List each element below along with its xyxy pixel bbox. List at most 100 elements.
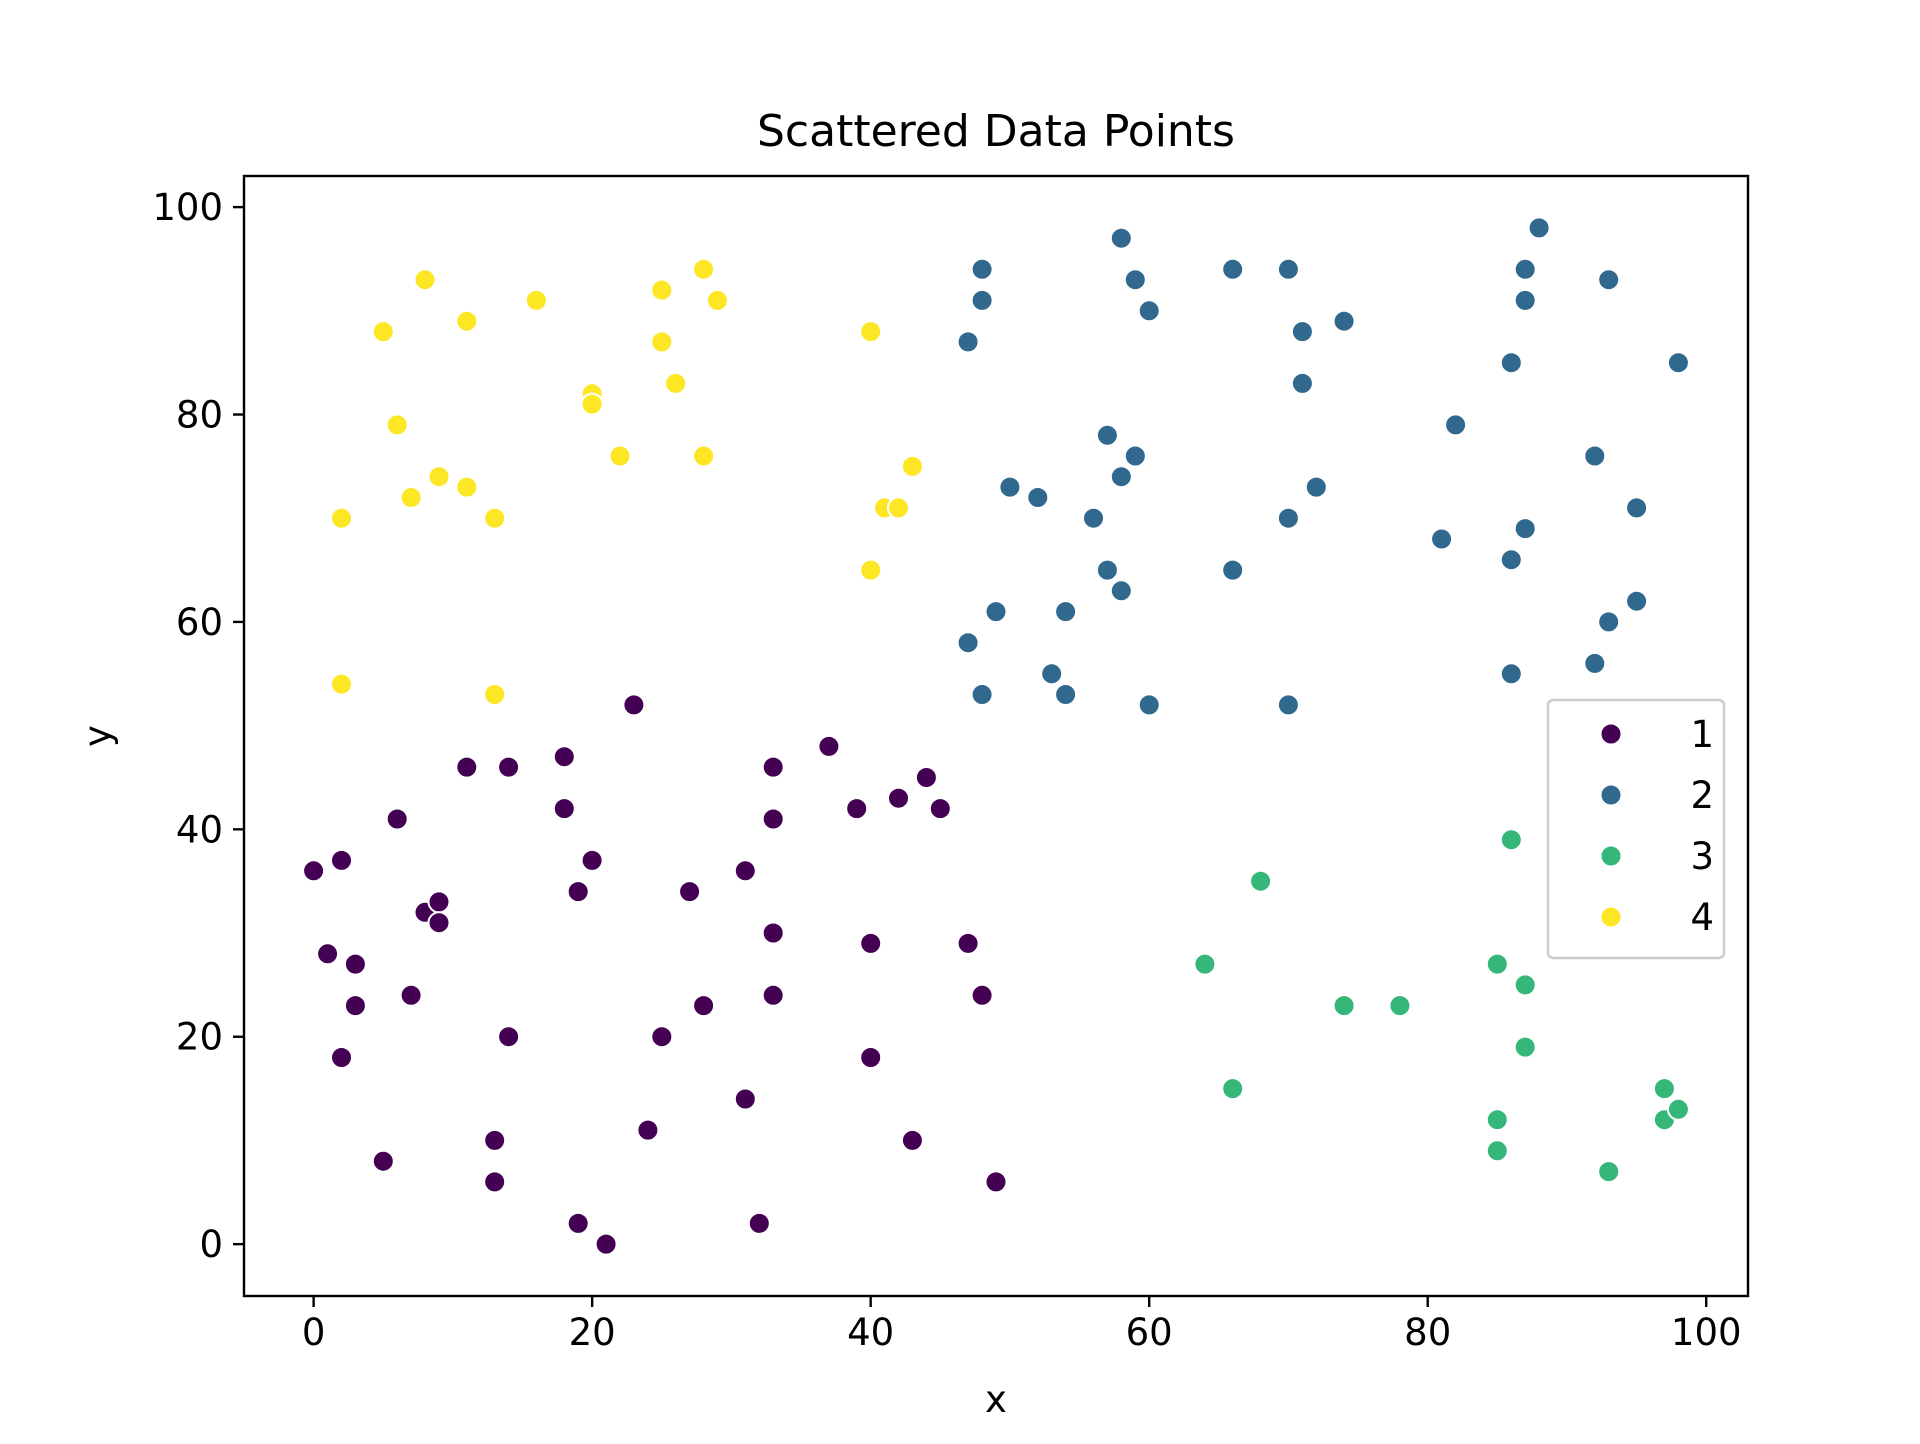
scatter-point-series-4 (706, 288, 729, 312)
scatter-point-series-4 (427, 465, 451, 489)
scatter-point-series-2 (1276, 693, 1300, 717)
scatter-point-series-2 (984, 600, 1008, 624)
scatter-point-series-3 (1513, 973, 1537, 997)
scatter-point-series-2 (1082, 506, 1105, 530)
scatter-point-series-4 (900, 454, 924, 478)
scatter-point-series-3 (1499, 828, 1523, 852)
scatter-point-series-1 (330, 1046, 353, 1069)
scatter-point-series-2 (1040, 662, 1064, 686)
y-tick-label: 80 (176, 394, 223, 437)
x-axis-title: x (985, 1378, 1007, 1421)
scatter-point-series-2 (1597, 268, 1621, 292)
x-tick-label: 0 (302, 1311, 326, 1354)
scatter-point-series-1 (594, 1232, 618, 1256)
x-tick-label: 20 (569, 1311, 616, 1354)
scatter-point-series-2 (1221, 558, 1245, 582)
scatter-point-series-1 (761, 807, 785, 831)
scatter-point-series-1 (343, 994, 367, 1018)
scatter-point-series-2 (970, 288, 994, 312)
scatter-point-series-1 (733, 1087, 757, 1111)
x-tick-label: 80 (1404, 1311, 1451, 1354)
legend-entries: 1 2 3 4 (1599, 713, 1714, 939)
scatter-point-series-2 (1109, 579, 1133, 603)
scatter-point-series-1 (385, 807, 409, 831)
scatter-point-series-3 (1652, 1077, 1676, 1101)
scatter-point-series-1 (887, 786, 910, 810)
scatter-point-series-2 (1290, 320, 1314, 344)
legend-label-series-3: 3 (1690, 835, 1714, 878)
legend-marker-series-2 (1599, 783, 1623, 807)
legend-label-series-2: 2 (1690, 774, 1714, 817)
scatter-point-series-2 (956, 631, 980, 655)
scatter-point-series-2 (1499, 548, 1523, 572)
chart-title: Scattered Data Points (757, 106, 1235, 157)
scatter-point-series-4 (455, 309, 479, 333)
scatter-point-series-2 (1583, 444, 1607, 468)
legend-label-series-4: 4 (1690, 896, 1714, 939)
scatter-point-series-2 (1625, 589, 1649, 613)
scatter-point-series-3 (1597, 1160, 1621, 1184)
scatter-point-series-1 (956, 931, 980, 955)
scatter-point-series-2 (956, 330, 980, 354)
scatter-point-series-2 (1290, 371, 1314, 395)
scatter-point-series-1 (316, 942, 340, 966)
scatter-point-series-2 (1109, 465, 1133, 489)
scatter-point-series-2 (1625, 496, 1649, 520)
scatter-point-series-2 (1513, 257, 1537, 281)
scatter-point-series-2 (1499, 351, 1523, 375)
scatter-point-series-1 (650, 1025, 674, 1049)
scatter-point-series-2 (1430, 527, 1454, 551)
scatter-point-series-1 (859, 1046, 883, 1069)
scatter-point-series-4 (580, 392, 604, 416)
scatter-point-series-2 (1054, 683, 1078, 706)
scatter-point-series-2 (1137, 693, 1161, 717)
scatter-point-series-2 (1513, 517, 1537, 541)
scatter-point-series-4 (385, 413, 409, 437)
scatter-point-series-1 (497, 755, 521, 779)
scatter-point-series-1 (455, 755, 479, 779)
scatter-point-series-2 (1137, 299, 1161, 323)
scatter-point-series-2 (1095, 558, 1119, 582)
scatter-point-series-3 (1485, 1108, 1509, 1132)
scatter-point-series-1 (692, 994, 716, 1018)
scatter-point-series-3 (1485, 1139, 1509, 1163)
scatter-point-series-2 (1095, 423, 1119, 447)
scatter-point-series-3 (1193, 952, 1217, 976)
scatter-point-series-3 (1249, 869, 1273, 893)
scatter-point-series-1 (302, 859, 326, 883)
x-tick-label: 100 (1671, 1311, 1742, 1354)
scatter-point-series-4 (608, 444, 632, 468)
scatter-point-series-1 (761, 755, 785, 779)
scatter-point-series-3 (1221, 1077, 1245, 1101)
legend-marker-series-1 (1599, 722, 1623, 746)
scatter-point-series-1 (622, 693, 646, 717)
scatter-point-series-4 (455, 475, 479, 499)
scatter-point-series-4 (330, 672, 353, 696)
scatter-point-series-1 (747, 1211, 771, 1235)
scatter-point-series-2 (970, 683, 994, 706)
scatter-point-series-2 (1444, 413, 1468, 437)
scatter-point-series-1 (343, 952, 367, 976)
y-tick-label: 60 (176, 601, 223, 644)
scatter-point-series-1 (733, 859, 757, 883)
scatter-point-series-4 (692, 444, 716, 468)
scatter-point-series-1 (330, 848, 353, 872)
scatter-point-series-3 (1388, 994, 1412, 1018)
x-axis-ticks: 0 20 40 60 80 100 (302, 1296, 1742, 1354)
scatter-point-series-4 (664, 371, 688, 395)
scatter-point-series-1 (483, 1128, 507, 1152)
scatter-point-series-4 (413, 268, 437, 292)
x-tick-label: 60 (1126, 1311, 1173, 1354)
scatter-point-series-2 (1332, 309, 1356, 333)
scatter-point-series-1 (483, 1170, 507, 1194)
scatter-point-series-2 (1221, 257, 1245, 281)
scatter-point-series-3 (1332, 994, 1356, 1018)
y-tick-label: 100 (152, 186, 223, 229)
scatter-point-series-1 (427, 911, 451, 935)
y-tick-label: 0 (199, 1223, 223, 1266)
legend-marker-series-3 (1599, 844, 1623, 868)
scatter-point-series-4 (650, 330, 674, 354)
scatter-point-series-1 (984, 1170, 1008, 1194)
scatter-point-series-2 (1666, 351, 1690, 375)
